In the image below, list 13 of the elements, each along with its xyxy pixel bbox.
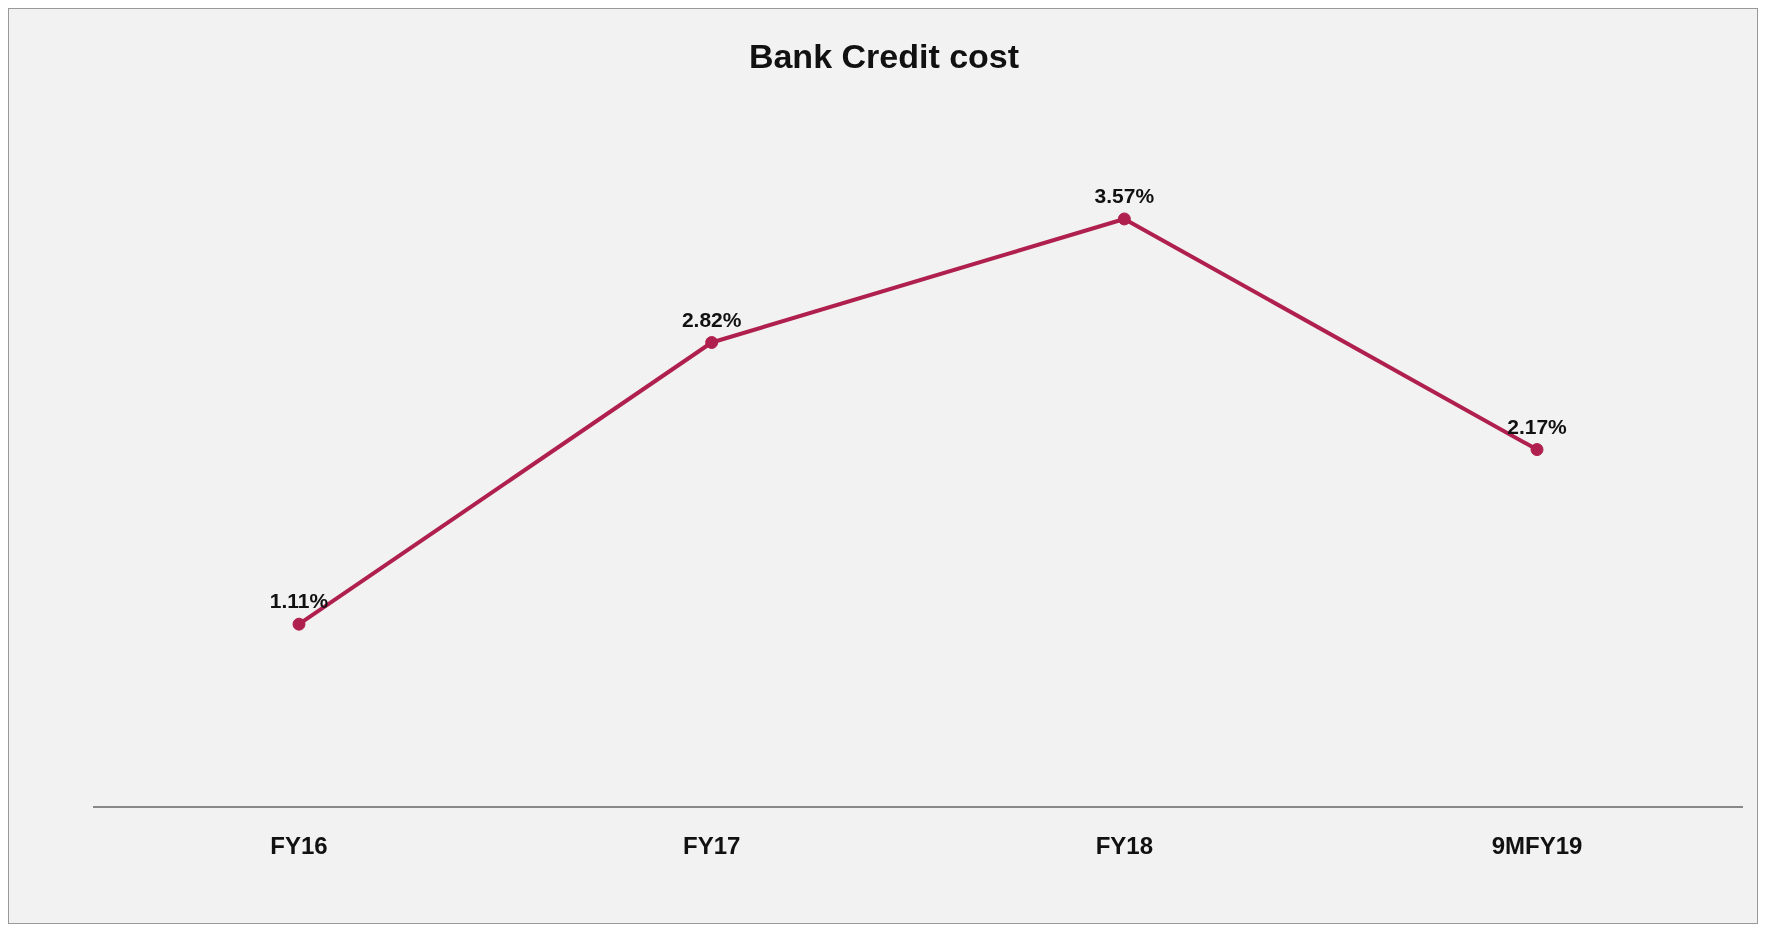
point <box>1117 212 1131 226</box>
point <box>705 336 719 349</box>
data-label: 2.17% <box>1507 414 1568 438</box>
data-label: 1.11% <box>269 589 329 613</box>
point <box>1530 443 1544 457</box>
x-tick-label: FY16 <box>270 832 328 860</box>
chart-title: Bank Credit cost <box>747 37 1021 76</box>
data-label: 3.57% <box>1094 183 1155 207</box>
x-tick-label: FY18 <box>1095 832 1154 860</box>
x-tick-label: FY17 <box>682 832 741 860</box>
x-tick-label: 9MFY19 <box>1491 832 1583 860</box>
point <box>292 617 306 631</box>
data-label: 2.82% <box>681 307 742 331</box>
